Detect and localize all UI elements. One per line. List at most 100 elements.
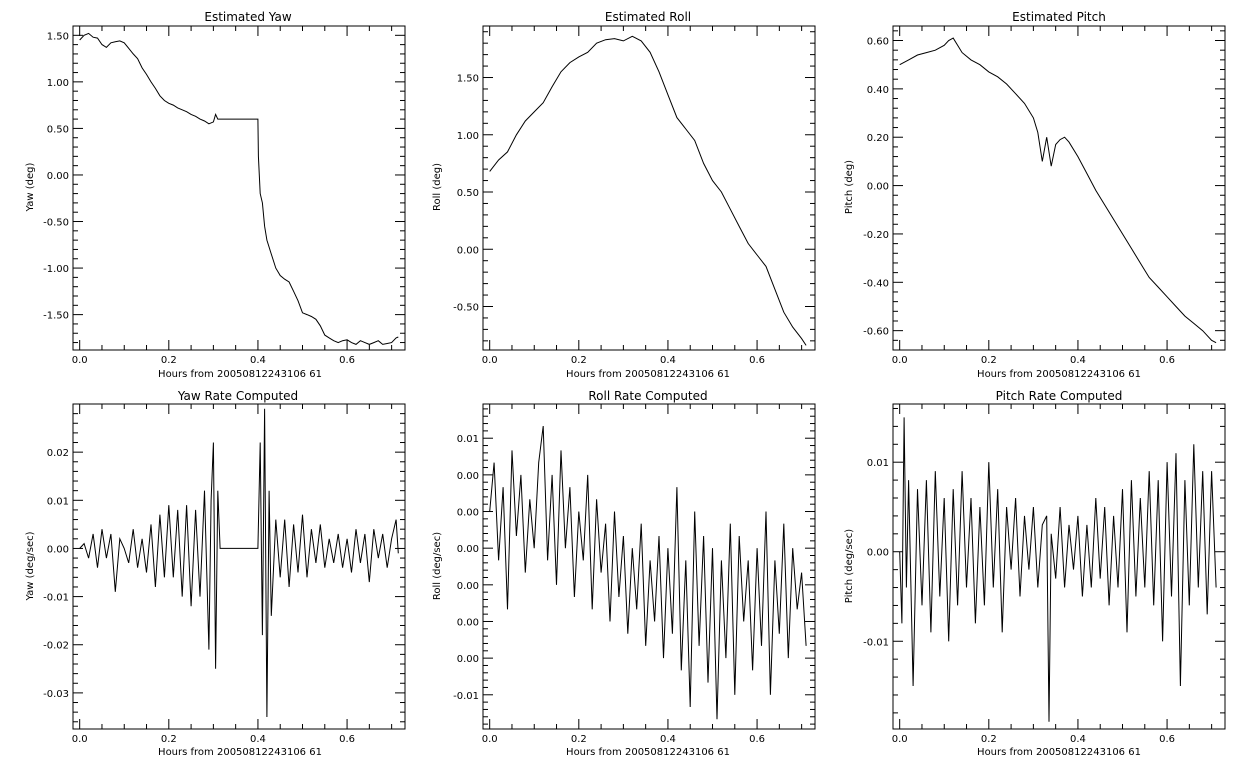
tick-marks <box>893 404 1225 729</box>
y-tick-label: -0.50 <box>43 218 69 229</box>
panel-roll-rate: Roll Rate Computed Hours from 2005081224… <box>432 389 816 758</box>
y-tick-label: 0.02 <box>47 448 69 459</box>
y-tick-label: 0.01 <box>47 496 69 507</box>
x-tick-label: 0.2 <box>161 734 177 745</box>
panel-pitch-rate: Pitch Rate Computed Hours from 200508122… <box>844 389 1226 758</box>
y-tick-label: 0.00 <box>457 654 479 665</box>
y-axis-label: Yaw (deg) <box>25 162 36 212</box>
tick-marks <box>483 404 815 729</box>
plot-frame <box>72 25 406 351</box>
y-tick-label: -0.60 <box>863 327 889 338</box>
x-axis-label: Hours from 20050812243106 61 <box>158 369 322 380</box>
y-tick-label: 1.50 <box>47 31 69 42</box>
y-tick-label: 0.50 <box>457 188 479 199</box>
x-tick-label: 0.4 <box>1070 355 1086 366</box>
series-line-pitch-rate <box>899 417 1217 722</box>
x-tick-label: 0.6 <box>339 355 355 366</box>
tick-marks <box>893 26 1225 351</box>
x-tick-label: 0.0 <box>482 734 498 745</box>
y-tick-label: 0.00 <box>867 548 889 559</box>
x-tick-label: 0.4 <box>660 734 676 745</box>
x-tick-label: 0.6 <box>749 734 765 745</box>
y-tick-label: 0.00 <box>457 544 479 555</box>
x-tick-label: 0.4 <box>660 355 676 366</box>
y-tick-label: 0.50 <box>47 124 69 135</box>
plot-frame <box>892 403 1226 730</box>
series-line-roll-rate <box>489 425 807 720</box>
plot-frame <box>482 25 816 351</box>
tick-labels: 0.0 0.2 0.4 0.6 0.02 0.01 0.00 -0.01 -0.02 -0.03 <box>43 448 355 745</box>
x-tick-label: 0.2 <box>571 734 587 745</box>
x-axis-label: Hours from 20050812243106 61 <box>566 747 730 758</box>
panel-estimated-yaw: Estimated Yaw Hours from 20050812243106 … <box>25 10 406 380</box>
panel-yaw-rate: Yaw Rate Computed Hours from 20050812243… <box>25 389 406 758</box>
panel-title: Pitch Rate Computed <box>996 389 1123 403</box>
x-tick-label: 0.0 <box>892 355 908 366</box>
panel-title: Roll Rate Computed <box>588 389 707 403</box>
x-axis-label: Hours from 20050812243106 61 <box>158 747 322 758</box>
x-tick-label: 0.2 <box>981 734 997 745</box>
y-tick-label: -1.50 <box>43 311 69 322</box>
x-tick-label: 0.2 <box>161 355 177 366</box>
x-tick-label: 0.2 <box>981 355 997 366</box>
series-line-yaw-rate <box>79 408 399 718</box>
x-tick-label: 0.6 <box>749 355 765 366</box>
y-axis-label: Pitch (deg/sec) <box>844 529 855 604</box>
series-line-pitch <box>899 37 1217 344</box>
panel-title: Estimated Pitch <box>1012 10 1106 24</box>
x-tick-label: 0.4 <box>250 355 266 366</box>
x-axis-label: Hours from 20050812243106 61 <box>977 369 1141 380</box>
y-tick-label: 0.00 <box>867 182 889 193</box>
tick-marks <box>73 403 405 729</box>
y-axis-label: Roll (deg/sec) <box>432 532 443 600</box>
y-tick-label: 0.00 <box>47 544 69 555</box>
y-tick-label: 0.00 <box>47 171 69 182</box>
y-tick-label: 0.00 <box>457 508 479 519</box>
x-tick-label: 0.0 <box>892 734 908 745</box>
y-tick-label: 0.40 <box>867 85 889 96</box>
y-tick-label: 0.00 <box>457 581 479 592</box>
x-tick-label: 0.6 <box>1159 734 1175 745</box>
y-tick-label: 0.20 <box>867 133 889 144</box>
y-tick-label: -0.20 <box>863 230 889 241</box>
panel-estimated-pitch: Estimated Pitch Hours from 2005081224310… <box>844 10 1226 380</box>
y-tick-label: 1.50 <box>457 74 479 85</box>
plot-frame <box>892 25 1226 351</box>
tick-marks <box>483 26 815 350</box>
tick-labels: 0.0 0.2 0.4 0.6 1.50 1.00 0.50 0.00 -0.50 -1.00 -1… <box>43 31 355 366</box>
tick-marks <box>73 25 405 350</box>
y-axis-label: Roll (deg) <box>432 163 443 211</box>
y-tick-label: -1.00 <box>43 264 69 275</box>
x-tick-label: 0.0 <box>72 355 88 366</box>
y-tick-label: 0.60 <box>867 37 889 48</box>
tick-labels: 0.0 0.2 0.4 0.6 1.50 1.00 0.50 0.00 -0.50 <box>453 74 765 366</box>
x-tick-label: 0.6 <box>1159 355 1175 366</box>
y-tick-label: 0.00 <box>457 617 479 628</box>
panel-title: Estimated Yaw <box>204 10 291 24</box>
plot-frame <box>72 403 406 730</box>
y-tick-label: -0.40 <box>863 278 889 289</box>
y-tick-label: -0.02 <box>43 641 69 652</box>
x-tick-label: 0.0 <box>482 355 498 366</box>
y-tick-label: -0.01 <box>863 637 889 648</box>
tick-labels: 0.0 0.2 0.4 0.6 0.60 0.40 0.20 0.00 -0.20 -0.40 -0… <box>863 37 1175 366</box>
y-tick-label: -0.03 <box>43 689 69 700</box>
y-tick-label: 0.00 <box>457 471 479 482</box>
y-axis-label: Yaw (deg/sec) <box>25 531 36 601</box>
y-axis-label: Pitch (deg) <box>844 160 855 214</box>
y-tick-label: -0.01 <box>453 691 479 702</box>
x-tick-label: 0.4 <box>1070 734 1086 745</box>
x-axis-label: Hours from 20050812243106 61 <box>566 369 730 380</box>
x-tick-label: 0.6 <box>339 734 355 745</box>
x-tick-label: 0.2 <box>571 355 587 366</box>
y-tick-label: 0.01 <box>867 458 889 469</box>
series-line-roll <box>489 35 807 346</box>
series-line-yaw <box>79 32 399 345</box>
panel-title: Estimated Roll <box>605 10 691 24</box>
x-tick-label: 0.0 <box>72 734 88 745</box>
tick-labels: 0.0 0.2 0.4 0.6 0.01 0.00 0.00 0.00 0.00 0.00 0.00… <box>453 434 765 745</box>
plot-frame <box>482 403 816 730</box>
x-axis-label: Hours from 20050812243106 61 <box>977 747 1141 758</box>
